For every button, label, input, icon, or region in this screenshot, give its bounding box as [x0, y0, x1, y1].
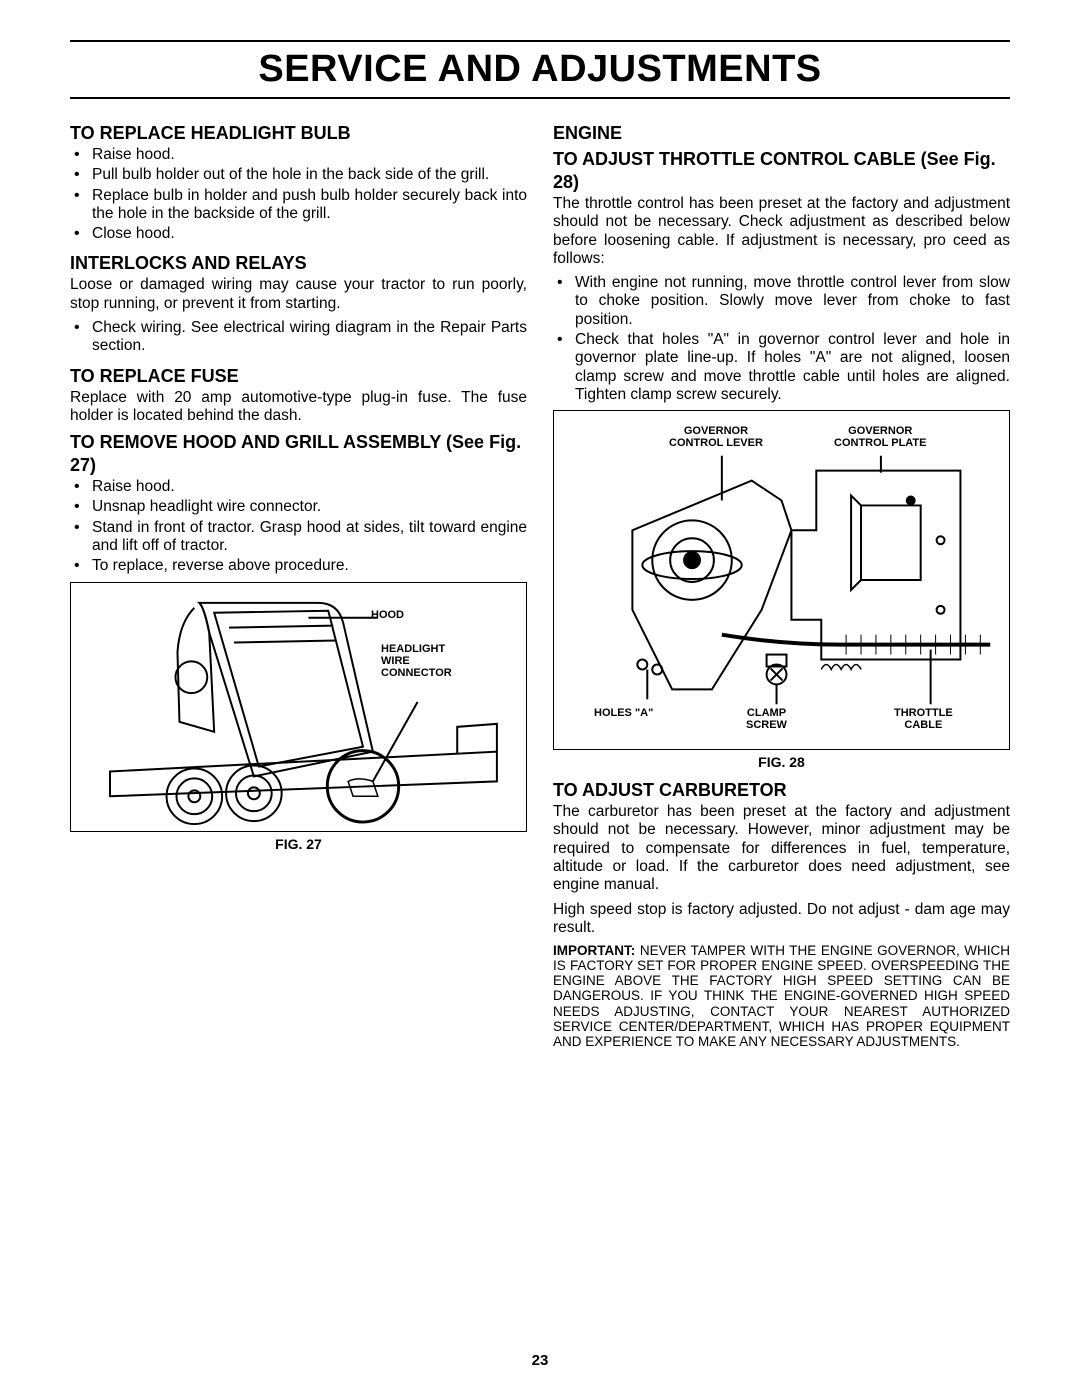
- fig28-label-gov-lever: GOVERNOR CONTROL LEVER: [669, 425, 763, 449]
- heading-carburetor: TO ADJUST CARBURETOR: [553, 780, 1010, 801]
- list-headlight: Raise hood. Pull bulb holder out of the …: [70, 146, 527, 243]
- fig28-label-gov-plate: GOVERNOR CONTROL PLATE: [834, 425, 926, 449]
- content-columns: TO REPLACE HEADLIGHT BULB Raise hood. Pu…: [70, 123, 1010, 1049]
- figure-28-caption: FIG. 28: [553, 754, 1010, 770]
- list-throttle: With engine not running, move throttle c…: [553, 274, 1010, 404]
- right-column: ENGINE TO ADJUST THROTTLE CONTROL CABLE …: [553, 123, 1010, 1049]
- list-item: Raise hood.: [92, 146, 527, 164]
- para-carb-2: High speed stop is factory adjusted. Do …: [553, 901, 1010, 938]
- list-item: Pull bulb holder out of the hole in the …: [92, 166, 527, 184]
- page-number: 23: [0, 1352, 1080, 1369]
- top-rule: [70, 40, 1010, 42]
- list-interlocks: Check wiring. See electrical wiring diag…: [70, 319, 527, 356]
- left-column: TO REPLACE HEADLIGHT BULB Raise hood. Pu…: [70, 123, 527, 1049]
- figure-28-svg: [554, 411, 1009, 749]
- heading-fuse: TO REPLACE FUSE: [70, 366, 527, 387]
- heading-engine: ENGINE: [553, 123, 1010, 144]
- list-item: Stand in front of tractor. Grasp hood at…: [92, 519, 527, 556]
- page-title: SERVICE AND ADJUSTMENTS: [70, 48, 1010, 91]
- list-item: Raise hood.: [92, 478, 527, 496]
- fig27-label-hood: HOOD: [371, 609, 404, 621]
- list-item: Close hood.: [92, 225, 527, 243]
- list-item: With engine not running, move throttle c…: [575, 274, 1010, 329]
- list-item: To replace, reverse above procedure.: [92, 557, 527, 575]
- figure-27-caption: FIG. 27: [70, 836, 527, 852]
- para-interlocks: Loose or damaged wiring may cause your t…: [70, 276, 527, 313]
- para-fuse: Replace with 20 amp automotive-type plug…: [70, 389, 527, 426]
- fig28-label-clamp: CLAMP SCREW: [746, 707, 787, 731]
- list-item: Check that holes "A" in governor control…: [575, 331, 1010, 404]
- heading-hood: TO REMOVE HOOD AND GRILL ASSEMBLY (See F…: [70, 431, 527, 476]
- list-item: Replace bulb in holder and push bulb hol…: [92, 187, 527, 224]
- figure-28: GOVERNOR CONTROL LEVER GOVERNOR CONTROL …: [553, 410, 1010, 750]
- list-item: Check wiring. See electrical wiring diag…: [92, 319, 527, 356]
- figure-27: HOOD HEADLIGHT WIRE CONNECTOR: [70, 582, 527, 832]
- fig28-label-cable: THROTTLE CABLE: [894, 707, 953, 731]
- heading-interlocks: INTERLOCKS AND RELAYS: [70, 253, 527, 274]
- heading-headlight: TO REPLACE HEADLIGHT BULB: [70, 123, 527, 144]
- fig28-label-holes: HOLES "A": [594, 707, 653, 719]
- list-hood: Raise hood. Unsnap headlight wire connec…: [70, 478, 527, 575]
- para-important: IMPORTANT: NEVER TAMPER WITH THE ENGINE …: [553, 943, 1010, 1049]
- para-carb-1: The carburetor has been preset at the fa…: [553, 803, 1010, 894]
- important-label: IMPORTANT:: [553, 943, 635, 958]
- heading-throttle: TO ADJUST THROTTLE CONTROL CABLE (See Fi…: [553, 148, 1010, 193]
- important-body: NEVER TAMPER WITH THE ENGINE GOVERNOR, W…: [553, 943, 1010, 1049]
- para-throttle-intro: The throttle control has been preset at …: [553, 195, 1010, 268]
- title-rule: [70, 97, 1010, 99]
- fig27-label-connector: HEADLIGHT WIRE CONNECTOR: [381, 643, 452, 679]
- figure-27-svg: [71, 583, 526, 831]
- list-item: Unsnap headlight wire connector.: [92, 498, 527, 516]
